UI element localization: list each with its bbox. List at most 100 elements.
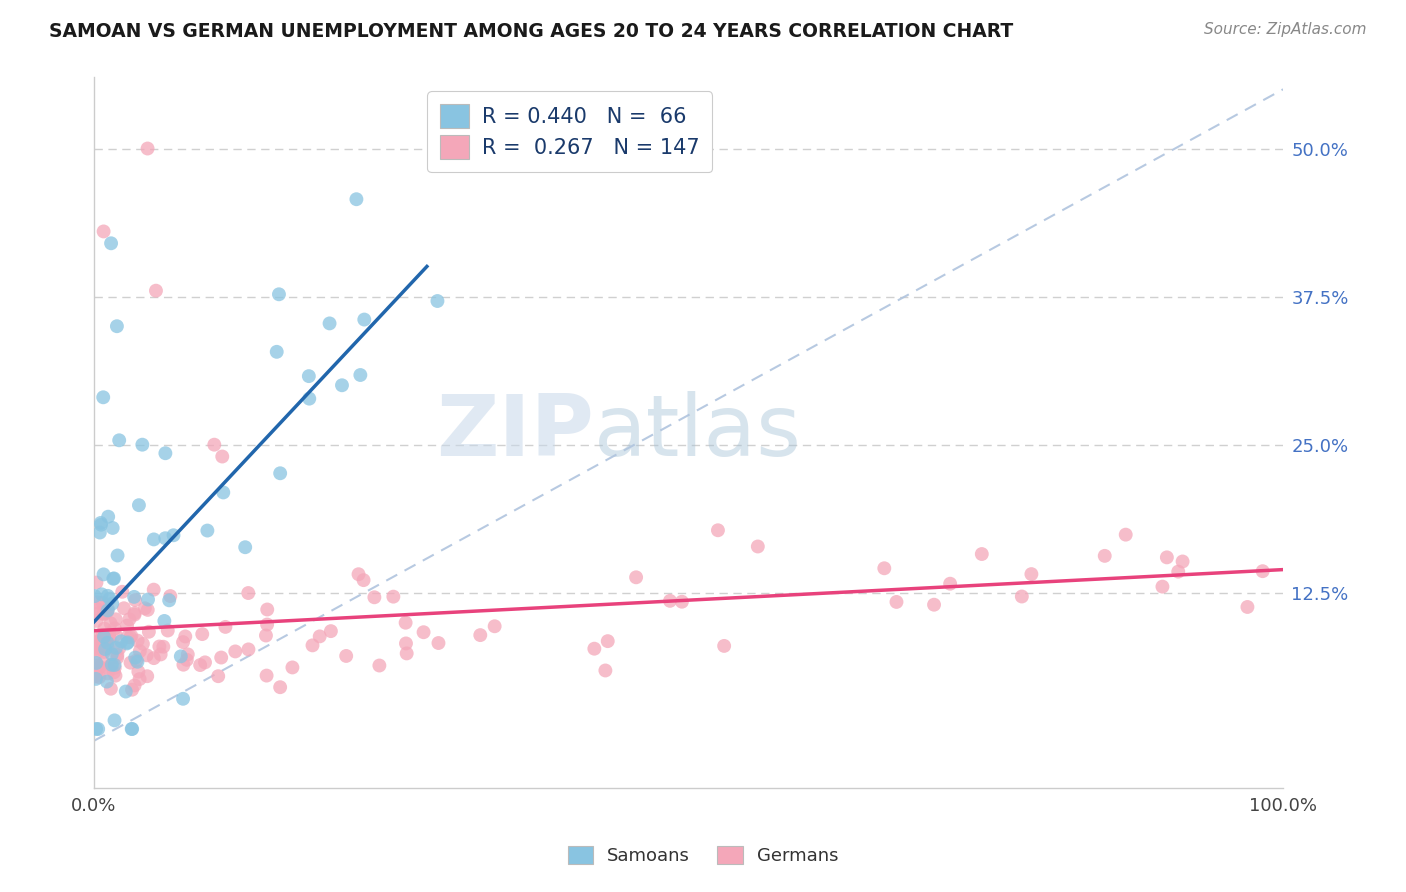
Point (98, 627, 121, 641)
Point (120, 656, 142, 670)
Point (84, 667, 107, 681)
Point (224, 644, 246, 658)
Point (90, 516, 112, 530)
Point (172, 635, 194, 649)
Point (426, 293, 449, 308)
Point (101, 597, 124, 611)
Point (84, 656, 107, 670)
Point (89, 660, 111, 674)
Point (121, 682, 143, 697)
Point (97, 603, 120, 617)
Point (595, 664, 617, 678)
Point (103, 572, 125, 586)
Point (922, 598, 945, 612)
Point (93, 607, 115, 622)
Point (127, 633, 149, 648)
Point (1011, 590, 1033, 604)
Point (176, 653, 198, 667)
Point (120, 629, 142, 643)
Point (1171, 554, 1194, 568)
Point (172, 657, 194, 672)
Point (83, 631, 105, 645)
Point (713, 639, 735, 653)
Point (83, 589, 105, 603)
Point (104, 622, 127, 636)
Point (124, 650, 146, 665)
Text: SAMOAN VS GERMAN UNEMPLOYMENT AMONG AGES 20 TO 24 YEARS CORRELATION CHART: SAMOAN VS GERMAN UNEMPLOYMENT AMONG AGES… (49, 22, 1014, 41)
Point (318, 317, 340, 331)
Point (427, 636, 450, 650)
Point (177, 648, 200, 662)
Point (298, 369, 321, 384)
Point (194, 656, 217, 670)
Point (89, 670, 111, 684)
Point (84, 665, 107, 679)
Point (84, 672, 107, 686)
Point (298, 392, 321, 406)
Point (105, 650, 128, 665)
Point (84, 669, 107, 683)
Point (207, 669, 229, 683)
Point (939, 576, 962, 591)
Point (136, 669, 159, 683)
Point (104, 612, 127, 626)
Point (104, 628, 127, 642)
Point (470, 628, 492, 642)
Point (148, 640, 170, 654)
Point (93, 645, 115, 659)
Point (747, 540, 769, 554)
Point (91, 390, 114, 404)
Point (110, 634, 132, 648)
Point (93, 605, 115, 619)
Point (330, 378, 353, 392)
Point (98, 632, 121, 646)
Point (238, 642, 260, 657)
Point (671, 595, 693, 609)
Point (97, 640, 120, 655)
Point (191, 627, 214, 641)
Point (96, 632, 118, 646)
Point (353, 312, 375, 326)
Point (115, 636, 138, 650)
Point (344, 192, 367, 206)
Point (142, 533, 165, 547)
Point (174, 629, 197, 643)
Point (96, 604, 118, 618)
Point (103, 665, 125, 680)
Point (93, 630, 115, 644)
Point (96, 636, 118, 650)
Point (98, 591, 121, 606)
Point (86, 575, 108, 590)
Point (583, 641, 606, 656)
Point (155, 531, 177, 545)
Point (108, 641, 131, 656)
Point (335, 648, 357, 663)
Point (101, 657, 124, 672)
Text: atlas: atlas (593, 392, 801, 475)
Point (104, 658, 127, 673)
Point (104, 640, 127, 655)
Point (101, 647, 124, 661)
Point (156, 624, 179, 638)
Point (100, 236, 122, 251)
Point (96, 666, 118, 681)
Point (886, 595, 908, 609)
Point (128, 672, 150, 686)
Point (105, 648, 128, 662)
Point (363, 591, 385, 605)
Point (125, 653, 148, 667)
Point (172, 691, 194, 706)
Point (101, 521, 124, 535)
Point (659, 594, 682, 608)
Point (256, 617, 278, 632)
Point (93, 622, 115, 636)
Point (142, 582, 165, 597)
Point (121, 722, 143, 736)
Point (142, 651, 165, 665)
Point (1167, 565, 1189, 579)
Point (132, 637, 155, 651)
Point (93, 606, 115, 620)
Point (127, 665, 149, 679)
Point (127, 655, 149, 669)
Point (120, 631, 142, 645)
